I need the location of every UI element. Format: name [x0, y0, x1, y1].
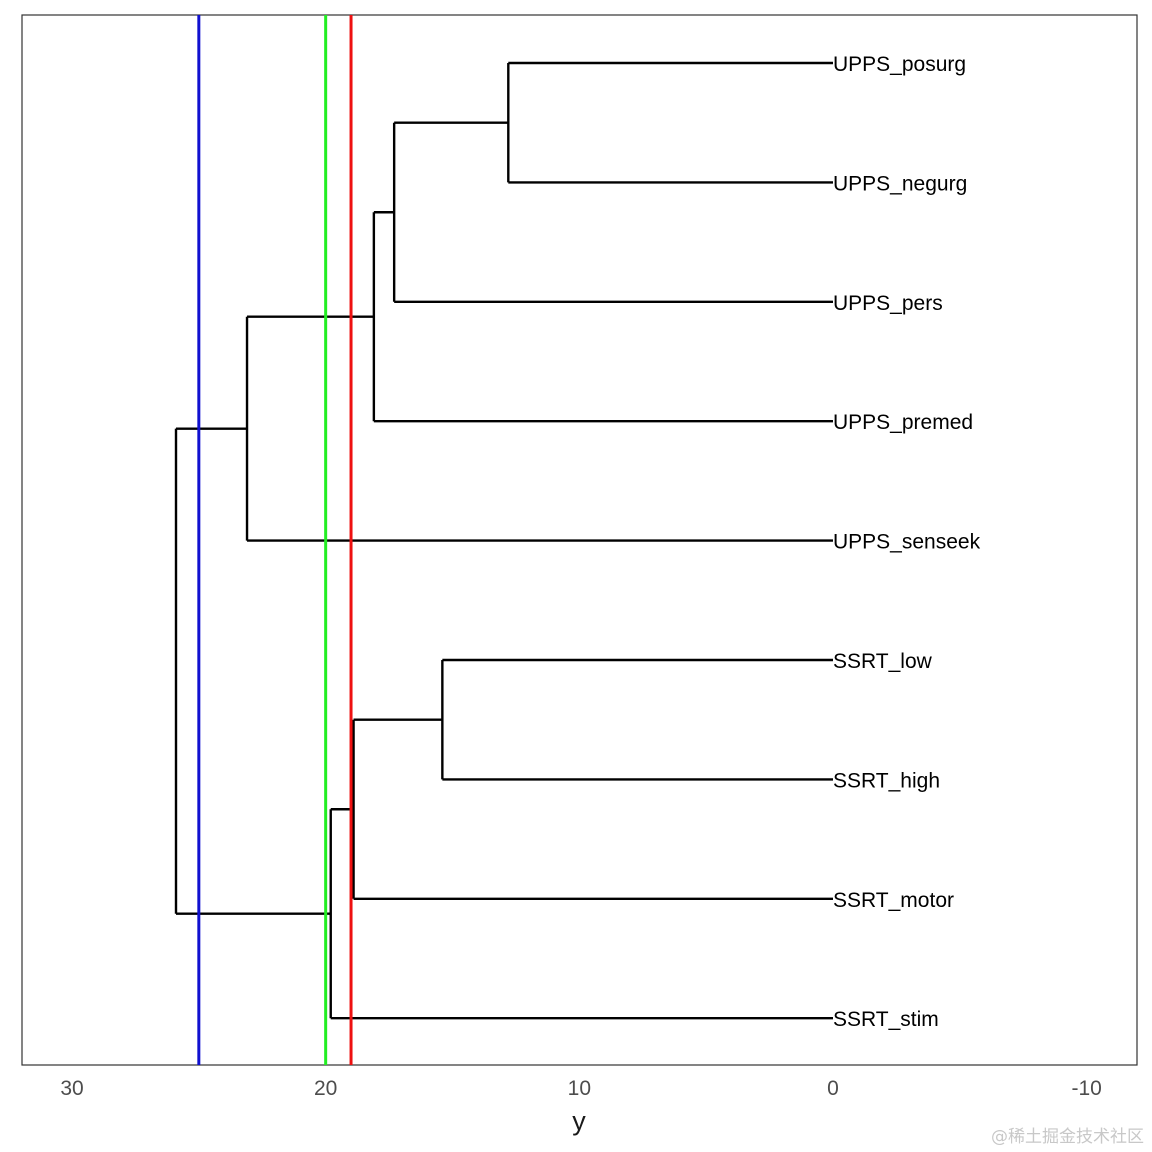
- x-axis-ticks: 30 20 10 0 -10: [60, 1077, 1102, 1100]
- leaf-label-ssrt-stim: SSRT_stim: [833, 1008, 939, 1031]
- x-tick-label: 10: [568, 1077, 591, 1100]
- watermark: @稀土掘金技术社区: [991, 1127, 1144, 1147]
- leaf-labels: UPPS_posurg UPPS_negurg UPPS_pers UPPS_prem…: [833, 53, 981, 1031]
- leaf-label-ssrt-high: SSRT_high: [833, 769, 940, 792]
- x-tick-label: 30: [60, 1077, 83, 1100]
- cut-lines: [197, 15, 353, 1065]
- leaf-label-upps-negurg: UPPS_negurg: [833, 172, 967, 195]
- dendrogram-tree: [174, 61, 833, 1020]
- x-axis-title: y: [572, 1106, 586, 1136]
- leaf-label-upps-posurg: UPPS_posurg: [833, 53, 966, 76]
- x-tick-label: -10: [1071, 1077, 1101, 1100]
- plot-panel-border: [21, 14, 1138, 1066]
- leaf-label-ssrt-motor: SSRT_motor: [833, 889, 954, 912]
- x-tick-label: 0: [827, 1077, 839, 1100]
- leaf-label-upps-senseek: UPPS_senseek: [833, 531, 981, 554]
- leaf-label-upps-pers: UPPS_pers: [833, 292, 943, 315]
- leaf-label-upps-premed: UPPS_premed: [833, 411, 973, 434]
- x-tick-label: 20: [314, 1077, 337, 1100]
- leaf-label-ssrt-low: SSRT_low: [833, 650, 933, 673]
